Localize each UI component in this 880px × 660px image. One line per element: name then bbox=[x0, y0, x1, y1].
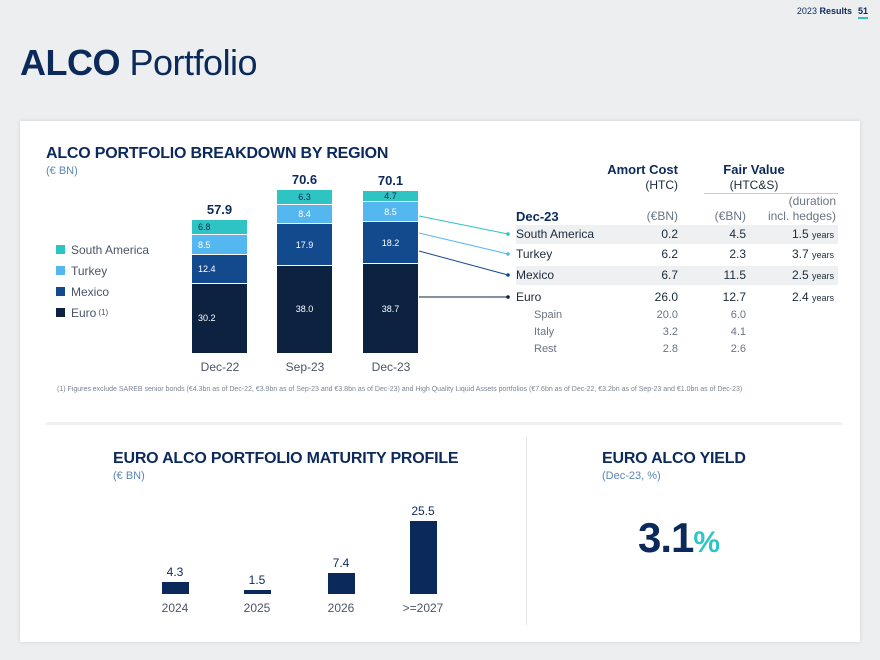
maturity-year-label: 2026 bbox=[327, 601, 355, 615]
results-label: 2023 Results bbox=[796, 6, 852, 16]
x-tick-label: Sep-23 bbox=[285, 360, 325, 374]
section-divider bbox=[46, 422, 842, 425]
maturity-year-label: >=2027 bbox=[402, 601, 444, 615]
bar-segment-mexico: 12.4 bbox=[192, 255, 247, 283]
maturity-bar bbox=[410, 521, 437, 594]
table-subrow: Rest 2.8 2.6 bbox=[534, 343, 746, 355]
bar-segment-turkey: 8.4 bbox=[277, 204, 332, 224]
yield-sub: (Dec-23, %) bbox=[602, 470, 661, 482]
bar-segment-turkey: 8.5 bbox=[363, 202, 418, 221]
content-card: ALCO PORTFOLIO BREAKDOWN BY REGION (€ BN… bbox=[20, 121, 860, 642]
table-row: South America 0.2 4.5 1.5 years bbox=[516, 225, 838, 244]
bar-total: 57.9 bbox=[206, 201, 233, 217]
bar-total: 70.6 bbox=[291, 172, 318, 188]
column-divider bbox=[526, 437, 527, 625]
maturity-value-label: 7.4 bbox=[332, 555, 350, 570]
breakdown-legend: South America Turkey Mexico Euro (1) bbox=[56, 239, 149, 323]
connector-dot bbox=[506, 232, 510, 236]
duration-header: (duration bbox=[788, 194, 836, 208]
breakdown-unit: (€ BN) bbox=[46, 165, 78, 177]
legend-swatch bbox=[56, 266, 65, 275]
page-title-rest: Portfolio bbox=[129, 42, 258, 83]
bar-segment-south-america: 6.3 bbox=[277, 190, 332, 204]
bar-segment-euro: 38.0 bbox=[277, 265, 332, 353]
htcs-header: (HTC&S) bbox=[729, 178, 779, 192]
legend-item-euro: Euro (1) bbox=[56, 302, 149, 323]
table-row: Euro 26.0 12.7 2.4 years bbox=[516, 290, 834, 304]
legend-item-mexico: Mexico bbox=[56, 281, 149, 302]
yield-suffix: % bbox=[693, 526, 720, 559]
table-subrow: Spain 20.0 6.0 bbox=[534, 309, 746, 321]
table-row: Mexico 6.7 11.5 2.5 years bbox=[516, 266, 838, 285]
table-row: Turkey 6.2 2.3 3.7 years bbox=[516, 247, 834, 261]
connector-dot bbox=[506, 252, 510, 256]
legend-swatch bbox=[56, 308, 65, 317]
yield-heading: EURO ALCO YIELD bbox=[602, 450, 746, 467]
maturity-unit: (€ BN) bbox=[113, 470, 145, 482]
legend-item-turkey: Turkey bbox=[56, 260, 149, 281]
hedges-header: incl. hedges) bbox=[767, 209, 836, 223]
bar-segment-euro: 38.7 bbox=[363, 264, 418, 353]
bar-segment-south-america: 6.8 bbox=[192, 219, 247, 235]
fair-value-header: Fair Value bbox=[723, 162, 785, 177]
x-tick-label: Dec-23 bbox=[371, 360, 411, 374]
footnote: (1) Figures exclude SAREB senior bonds (… bbox=[57, 386, 743, 393]
legend-swatch bbox=[56, 287, 65, 296]
bar-segment-mexico: 17.9 bbox=[277, 224, 332, 265]
page-number: 51 bbox=[857, 6, 868, 19]
period-label: Dec-23 bbox=[516, 209, 559, 224]
connector-dot bbox=[506, 273, 510, 277]
connector-dot bbox=[506, 295, 510, 299]
page-title-bold: ALCO bbox=[20, 42, 121, 83]
unit-ac: (€BN) bbox=[646, 209, 678, 223]
page-title: ALCO Portfolio bbox=[20, 42, 258, 84]
legend-item-south-america: South America bbox=[56, 239, 149, 260]
maturity-year-label: 2025 bbox=[243, 601, 271, 615]
maturity-year-label: 2024 bbox=[161, 601, 189, 615]
bar-total: 70.1 bbox=[377, 173, 404, 189]
table-subrow: Italy 3.2 4.1 bbox=[534, 326, 746, 338]
maturity-value-label: 25.5 bbox=[411, 504, 435, 519]
maturity-bar bbox=[328, 572, 355, 594]
x-tick-label: Dec-22 bbox=[200, 360, 240, 374]
maturity-bar bbox=[162, 581, 189, 594]
page-header: 2023 Results 51 bbox=[797, 6, 868, 19]
bar-segment-mexico: 18.2 bbox=[363, 221, 418, 264]
yield-value: 3.1% bbox=[638, 514, 720, 561]
header-divider bbox=[704, 193, 838, 194]
connector-turkey bbox=[418, 232, 509, 255]
unit-fv: (€BN) bbox=[714, 209, 746, 223]
connector-south-america bbox=[418, 215, 509, 235]
maturity-value-label: 4.3 bbox=[166, 564, 184, 579]
bar-segment-euro: 30.2 bbox=[192, 283, 247, 353]
connector-mexico bbox=[418, 250, 509, 276]
legend-swatch bbox=[56, 245, 65, 254]
bar-segment-turkey: 8.5 bbox=[192, 235, 247, 255]
bar-segment-south-america: 4.7 bbox=[363, 191, 418, 201]
maturity-heading: EURO ALCO PORTFOLIO MATURITY PROFILE bbox=[113, 450, 459, 467]
breakdown-heading: ALCO PORTFOLIO BREAKDOWN BY REGION bbox=[46, 145, 389, 162]
amort-cost-header: Amort Cost bbox=[607, 162, 678, 177]
maturity-bar bbox=[244, 589, 271, 594]
htc-header: (HTC) bbox=[645, 178, 678, 192]
maturity-value-label: 1.5 bbox=[248, 572, 266, 587]
